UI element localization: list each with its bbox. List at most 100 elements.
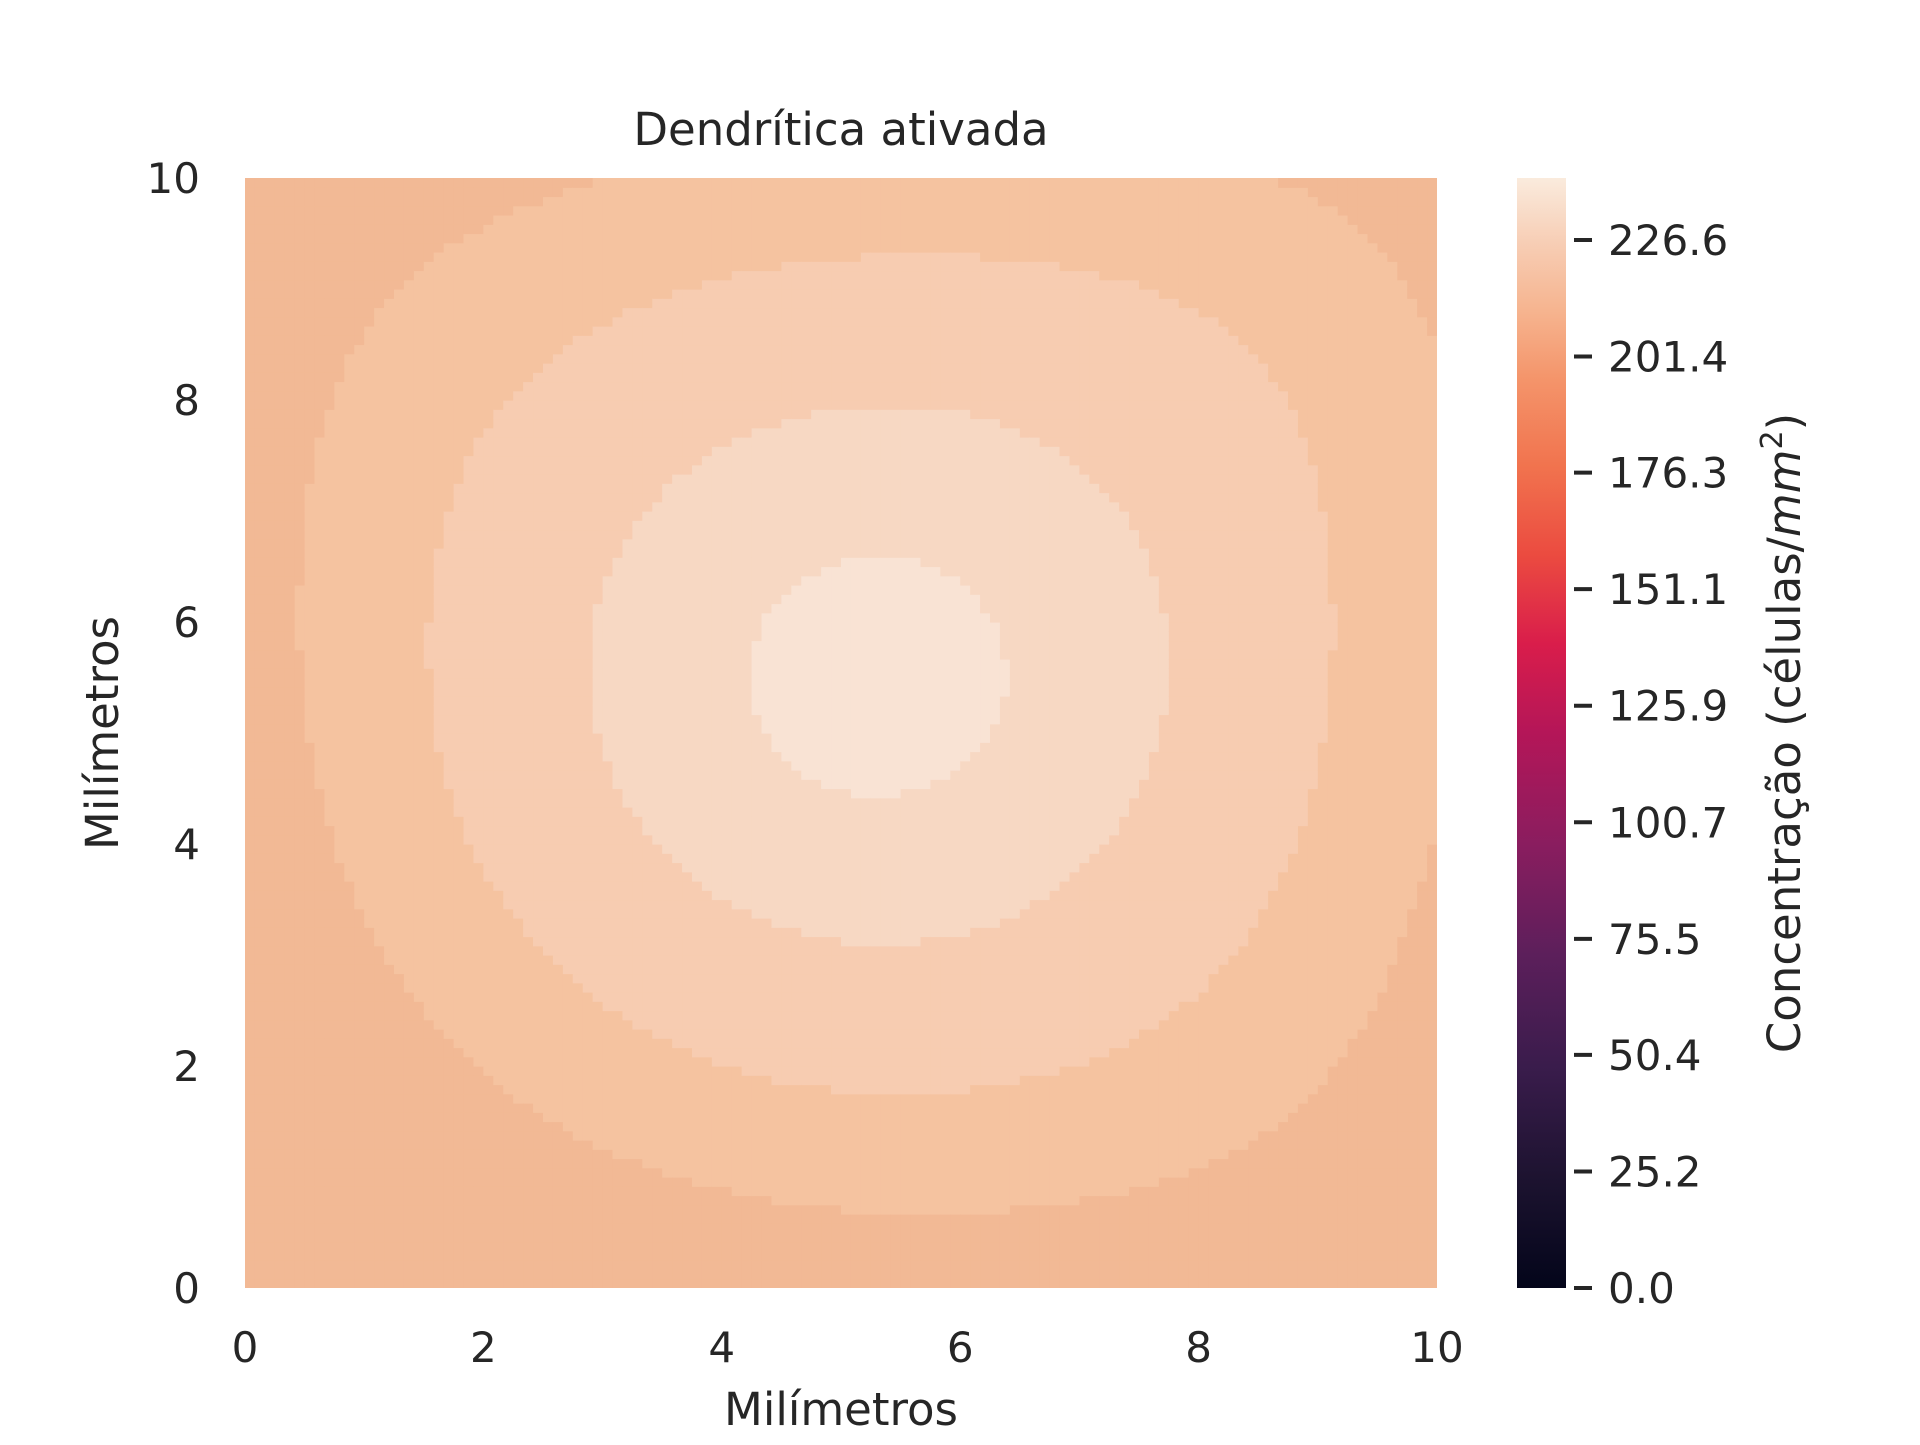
contour-cell bbox=[632, 520, 643, 531]
contour-cell bbox=[533, 1149, 544, 1160]
contour-cell bbox=[294, 992, 306, 1002]
contour-cell bbox=[433, 381, 445, 392]
contour-cell bbox=[344, 1278, 355, 1288]
contour-cell bbox=[513, 659, 524, 669]
contour-cell bbox=[493, 1140, 504, 1150]
contour-cell bbox=[592, 1251, 604, 1261]
contour-cell bbox=[413, 326, 425, 336]
contour-cell bbox=[344, 797, 355, 808]
contour-cell bbox=[642, 631, 653, 642]
contour-cell bbox=[274, 270, 286, 281]
contour-cell bbox=[592, 464, 604, 475]
contour-cell bbox=[463, 1019, 475, 1030]
contour-cell bbox=[483, 1112, 494, 1123]
contour-cell bbox=[394, 483, 405, 494]
contour-cell bbox=[582, 760, 594, 771]
contour-cell bbox=[513, 1177, 524, 1187]
contour-cell bbox=[612, 1195, 624, 1206]
contour-cell bbox=[642, 881, 653, 891]
contour-cell bbox=[612, 797, 624, 808]
contour-cell bbox=[304, 908, 316, 919]
contour-cell bbox=[394, 261, 405, 272]
contour-cell bbox=[423, 788, 435, 799]
contour-cell bbox=[503, 742, 514, 753]
contour-cell bbox=[304, 289, 316, 299]
contour-cell bbox=[354, 585, 365, 595]
contour-cell bbox=[274, 187, 286, 198]
contour-cell bbox=[354, 538, 365, 549]
contour-cell bbox=[354, 418, 365, 429]
contour-cell bbox=[245, 816, 256, 827]
contour-cell bbox=[394, 964, 405, 975]
contour-cell bbox=[543, 233, 554, 244]
contour-cell bbox=[264, 862, 276, 873]
contour-cell bbox=[562, 918, 574, 928]
contour-cell bbox=[403, 344, 415, 355]
contour-cell bbox=[245, 557, 256, 568]
contour-cell bbox=[582, 899, 594, 910]
contour-cell bbox=[304, 1140, 316, 1150]
contour-cell bbox=[394, 797, 405, 808]
contour-cell bbox=[503, 1260, 514, 1271]
contour-cell bbox=[334, 825, 345, 836]
contour-cell bbox=[284, 548, 296, 558]
contour-cell bbox=[334, 196, 345, 207]
contour-cell bbox=[443, 733, 455, 743]
contour-cell bbox=[324, 474, 335, 484]
contour-cell bbox=[453, 1195, 465, 1206]
contour-cell bbox=[632, 279, 643, 290]
contour-cell bbox=[642, 668, 653, 679]
contour-cell bbox=[334, 307, 345, 318]
contour-cell bbox=[652, 1260, 663, 1271]
contour-cell bbox=[384, 1019, 395, 1030]
contour-cell bbox=[324, 400, 335, 410]
contour-cell bbox=[642, 834, 653, 845]
contour-cell bbox=[602, 205, 614, 216]
contour-cell bbox=[642, 1186, 653, 1197]
contour-cell bbox=[582, 955, 594, 965]
contour-cell bbox=[523, 973, 534, 984]
contour-cell bbox=[254, 464, 266, 475]
contour-cell bbox=[324, 242, 335, 253]
contour-cell bbox=[245, 279, 256, 290]
contour-cell bbox=[264, 427, 276, 438]
contour-cell bbox=[622, 455, 633, 466]
contour-cell bbox=[652, 1075, 663, 1086]
contour-cell bbox=[443, 575, 455, 586]
contour-cell bbox=[294, 557, 306, 568]
contour-cell bbox=[453, 927, 465, 938]
contour-cell bbox=[543, 1010, 554, 1021]
contour-cell bbox=[612, 1066, 624, 1076]
contour-cell bbox=[572, 723, 584, 734]
contour-cell bbox=[453, 538, 465, 549]
contour-cell bbox=[493, 353, 504, 364]
contour-cell bbox=[314, 1056, 326, 1067]
contour-cell bbox=[334, 1158, 345, 1169]
contour-cell bbox=[264, 501, 276, 512]
contour-cell bbox=[592, 696, 604, 706]
contour-cell bbox=[523, 557, 534, 568]
contour-cell bbox=[294, 714, 306, 725]
contour-cell bbox=[612, 1251, 624, 1261]
contour-cell bbox=[622, 1038, 633, 1049]
contour-cell bbox=[483, 1093, 494, 1104]
contour-cell bbox=[533, 1093, 544, 1104]
contour-cell bbox=[543, 844, 554, 854]
contour-cell bbox=[364, 1038, 375, 1049]
contour-cell bbox=[394, 686, 405, 697]
contour-cell bbox=[652, 677, 663, 688]
contour-cell bbox=[344, 205, 355, 216]
contour-cell bbox=[622, 196, 633, 207]
contour-cell bbox=[632, 760, 643, 771]
contour-cell bbox=[523, 1251, 534, 1261]
contour-cell bbox=[274, 1167, 286, 1178]
contour-cell bbox=[523, 242, 534, 253]
contour-cell bbox=[602, 770, 614, 780]
contour-cell bbox=[334, 890, 345, 901]
contour-cell bbox=[622, 1056, 633, 1067]
contour-cell bbox=[483, 363, 494, 373]
contour-cell bbox=[503, 733, 514, 743]
contour-cell bbox=[622, 538, 633, 549]
contour-cell bbox=[543, 686, 554, 697]
contour-cell bbox=[533, 1112, 544, 1123]
